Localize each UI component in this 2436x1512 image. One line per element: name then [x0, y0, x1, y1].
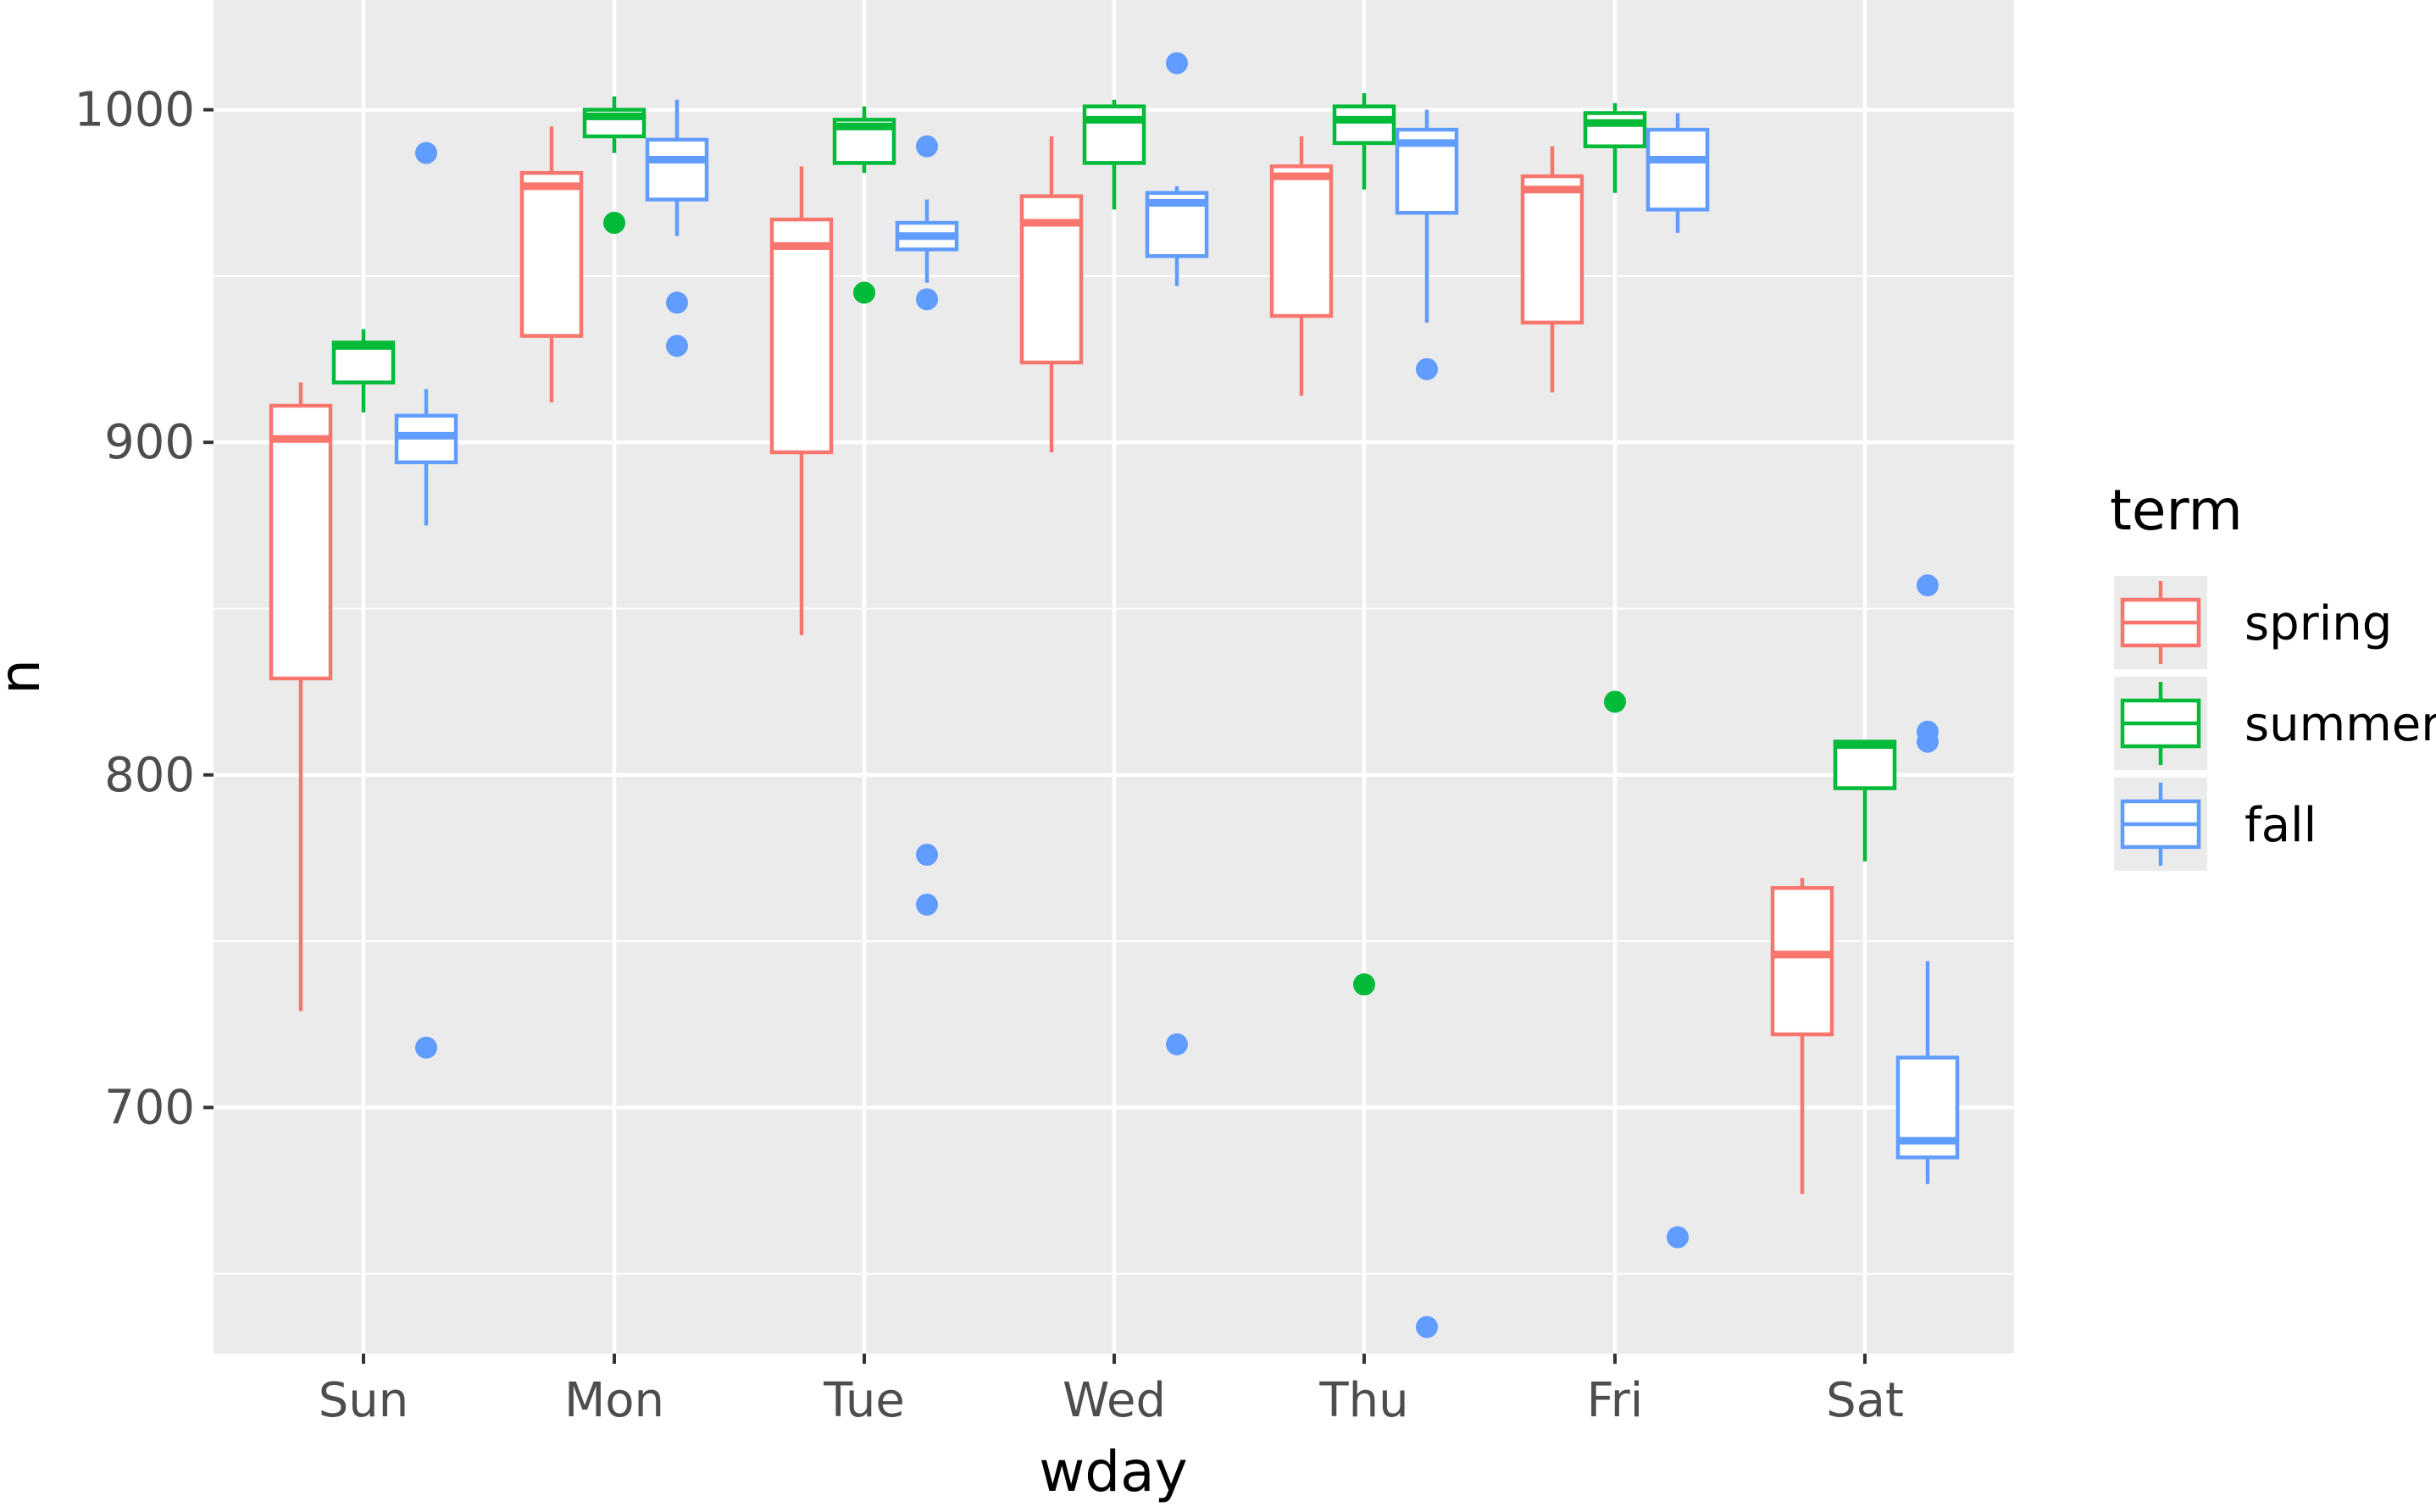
box-summer-Tue	[832, 106, 896, 304]
box-spring-Thu	[1269, 136, 1334, 396]
box-spring-Mon	[519, 126, 584, 403]
x-tick-label: Sat	[1826, 1373, 1904, 1428]
x-tick-label: Wed	[1063, 1373, 1166, 1428]
outlier-point	[853, 281, 875, 304]
x-axis-title: wday	[1039, 1439, 1187, 1504]
box-fall-Wed	[1145, 52, 1209, 1055]
box-body	[1520, 174, 1584, 325]
legend-title: term	[2110, 478, 2243, 543]
outlier-point	[1917, 730, 1939, 753]
box-summer-Sat	[1833, 739, 1897, 861]
legend-label: summer	[2245, 697, 2436, 752]
box-body	[769, 217, 834, 455]
outlier-point	[1416, 1315, 1438, 1338]
outlier-point	[1917, 574, 1939, 597]
box-spring-Sat	[1770, 878, 1834, 1194]
outlier-point	[916, 844, 938, 867]
box-fall-Sat	[1895, 574, 1960, 1184]
outlier-point	[1353, 973, 1375, 996]
outlier-point	[1604, 690, 1626, 713]
legend-label: spring	[2245, 596, 2392, 651]
box-spring-Fri	[1520, 146, 1584, 393]
box-summer-Wed	[1082, 99, 1146, 210]
box-body	[1583, 111, 1647, 149]
legend-entry-fall: fall	[2114, 778, 2317, 871]
outlier-point	[916, 288, 938, 311]
outlier-point	[1166, 1033, 1188, 1055]
box-fall-Thu	[1395, 109, 1459, 1338]
box-body	[519, 170, 584, 338]
box-fall-Mon	[645, 99, 709, 357]
y-tick-label: 1000	[74, 83, 195, 138]
legend: term spring summer fall	[2110, 478, 2436, 871]
outlier-point	[916, 135, 938, 158]
box-body	[1269, 164, 1334, 318]
box-body	[645, 137, 709, 202]
outlier-point	[415, 141, 437, 164]
box-spring-Tue	[769, 166, 834, 635]
outlier-point	[1416, 357, 1438, 380]
box-body	[269, 403, 333, 681]
legend-label: fall	[2245, 798, 2317, 853]
outlier-point	[1667, 1226, 1689, 1249]
y-tick-label: 900	[104, 415, 195, 470]
x-axis-ticks: Sun Mon Tue Wed Thu Fri Sat	[319, 1354, 1904, 1428]
outlier-point	[666, 335, 688, 357]
outlier-point	[916, 893, 938, 916]
x-tick-label: Thu	[1318, 1373, 1408, 1428]
outlier-point	[603, 212, 625, 235]
y-tick-label: 800	[104, 748, 195, 803]
y-axis-ticks: 700 800 900 1000	[74, 83, 214, 1135]
box-body	[1332, 104, 1396, 146]
box-body	[1082, 104, 1146, 165]
x-tick-label: Mon	[564, 1373, 664, 1428]
box-spring-Sun	[269, 382, 333, 1011]
box-summer-Thu	[1332, 92, 1396, 996]
legend-entry-summer: summer	[2114, 677, 2436, 770]
y-tick-label: 700	[104, 1080, 195, 1135]
box-body	[1770, 886, 1834, 1037]
box-fall-Fri	[1645, 113, 1710, 1249]
x-tick-label: Tue	[823, 1373, 905, 1428]
box-fall-Tue	[895, 135, 959, 916]
box-summer-Fri	[1583, 102, 1647, 713]
x-tick-label: Sun	[319, 1373, 409, 1428]
outlier-point	[415, 1036, 437, 1059]
box-layer	[269, 52, 1960, 1338]
outlier-point	[666, 291, 688, 314]
major-gridlines	[214, 0, 2014, 1354]
box-spring-Wed	[1019, 136, 1084, 452]
outlier-point	[1166, 52, 1188, 75]
box-summer-Sun	[331, 329, 396, 413]
box-summer-Mon	[582, 96, 646, 235]
x-tick-label: Fri	[1587, 1373, 1644, 1428]
box-body	[1645, 127, 1710, 212]
legend-entry-spring: spring	[2114, 576, 2392, 669]
y-axis-title: n	[0, 659, 53, 695]
box-fall-Sun	[394, 141, 458, 1059]
